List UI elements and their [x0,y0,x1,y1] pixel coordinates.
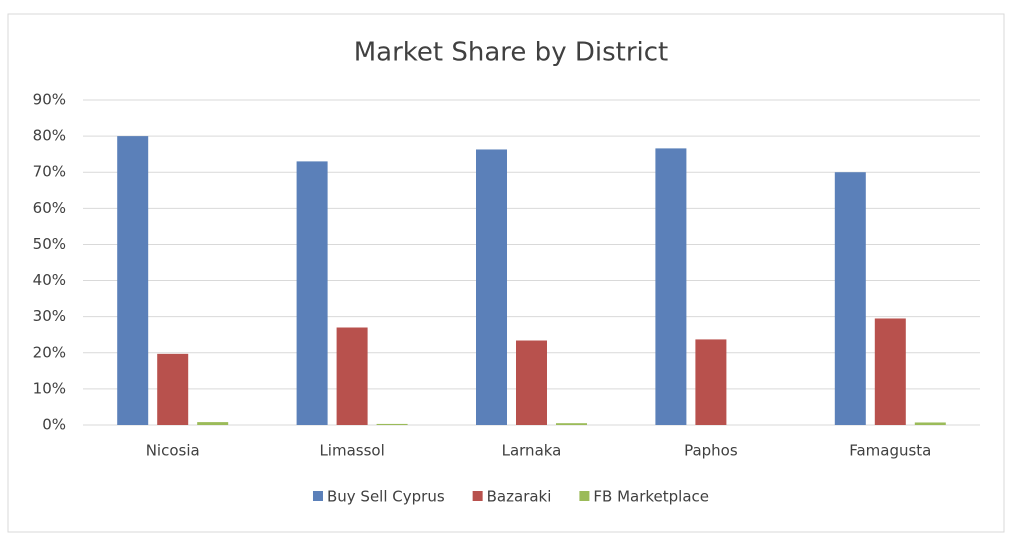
bar [157,353,189,425]
y-tick-label: 70% [33,163,66,181]
x-tick-label: Paphos [684,442,738,460]
legend-label: FB Marketplace [593,488,709,506]
y-tick-label: 60% [33,199,66,217]
x-tick-label: Limassol [319,442,384,460]
legend-label: Bazaraki [487,488,552,506]
bar [336,327,368,425]
y-tick-label: 0% [42,416,66,434]
legend-swatch [312,491,323,501]
legend-swatch [579,491,590,501]
y-tick-label: 30% [33,307,66,325]
bar [914,422,946,425]
legend-swatch [472,491,483,501]
bar [476,149,507,425]
bar [296,161,328,425]
legend-label: Buy Sell Cyprus [327,488,445,506]
bar [655,148,687,425]
bar [874,318,906,425]
y-tick-label: 40% [33,271,66,289]
y-tick-label: 20% [33,343,66,361]
y-tick-label: 80% [33,127,66,145]
x-tick-label: Nicosia [146,442,200,460]
chart-title: Market Share by District [354,38,668,68]
bar [376,423,408,425]
x-tick-label: Famagusta [849,442,931,460]
x-tick-label: Larnaka [502,442,562,460]
y-tick-label: 90% [33,91,66,109]
bar [556,423,587,425]
bar [197,422,229,425]
bar [516,340,547,425]
y-tick-label: 10% [33,379,66,397]
bar [695,339,727,425]
bar [834,172,866,425]
y-tick-label: 50% [33,235,66,253]
bar [117,136,149,425]
